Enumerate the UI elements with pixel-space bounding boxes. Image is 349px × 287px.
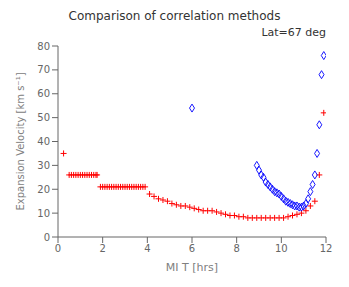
svg-text:40: 40 xyxy=(37,136,50,147)
svg-text:MI T [hrs]: MI T [hrs] xyxy=(166,261,218,274)
svg-text:60: 60 xyxy=(37,88,50,99)
svg-text:50: 50 xyxy=(37,112,50,123)
svg-text:30: 30 xyxy=(37,160,50,171)
svg-text:2: 2 xyxy=(99,243,105,254)
svg-text:8: 8 xyxy=(233,243,239,254)
svg-text:0: 0 xyxy=(55,243,61,254)
svg-text:6: 6 xyxy=(189,243,195,254)
svg-text:0: 0 xyxy=(44,232,50,243)
svg-text:10: 10 xyxy=(275,243,288,254)
svg-text:20: 20 xyxy=(37,184,50,195)
html-text:Comparison of correlation meth: Comparison of correlation methods xyxy=(68,9,281,23)
svg-text:12: 12 xyxy=(320,243,333,254)
html-text:Lat=67 deg: Lat=67 deg xyxy=(261,26,326,39)
svg-text:Expansion Velocity [km s⁻¹]: Expansion Velocity [km s⁻¹] xyxy=(15,72,26,210)
svg-text:10: 10 xyxy=(37,208,50,219)
svg-text:4: 4 xyxy=(144,243,150,254)
svg-text:80: 80 xyxy=(37,41,50,52)
svg-text:70: 70 xyxy=(37,64,50,75)
